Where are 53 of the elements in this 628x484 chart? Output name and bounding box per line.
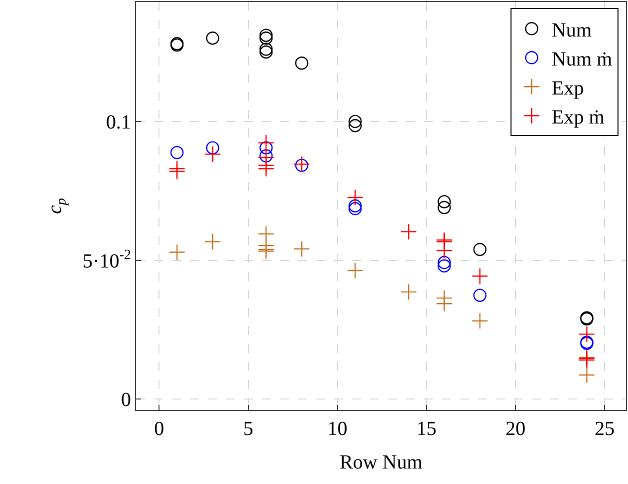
point [346, 262, 364, 279]
x-tick-label: 5 [243, 418, 254, 440]
point [259, 149, 273, 162]
point [472, 312, 488, 330]
point [400, 223, 417, 240]
point [473, 242, 486, 256]
x-tick-label: 0 [154, 418, 164, 440]
x-tick-label: 10 [327, 418, 348, 440]
legend-label: Exp [552, 77, 584, 100]
point [578, 326, 596, 342]
point [204, 146, 221, 162]
point [259, 141, 273, 154]
point [168, 163, 186, 180]
legend-label: Num [552, 19, 592, 42]
point [438, 200, 451, 214]
x-tick-label: 20 [506, 418, 526, 440]
y-tick-label: 0.1 [106, 111, 131, 134]
y-tick-label: 0 [121, 389, 131, 412]
point [259, 32, 273, 45]
y-tick-label: 5·10$^{-2}$ [82, 248, 131, 272]
point [472, 268, 488, 284]
point [258, 134, 274, 152]
legend-label: Num ṁ [552, 48, 613, 70]
point [295, 158, 308, 172]
point [436, 295, 453, 312]
point [346, 189, 364, 206]
point [259, 45, 273, 59]
point [295, 56, 308, 70]
x-axis-title: Row Num [340, 452, 423, 474]
point [293, 156, 310, 172]
point [348, 114, 362, 128]
point [168, 244, 186, 261]
point [438, 195, 451, 208]
legend-label: Exp ṁ [552, 106, 605, 128]
point [204, 233, 221, 250]
point [259, 28, 273, 42]
point [348, 202, 362, 216]
point [348, 118, 362, 132]
point [348, 199, 362, 212]
point [206, 32, 220, 45]
point [438, 256, 451, 270]
point [436, 242, 453, 259]
point [578, 366, 596, 384]
point [438, 259, 451, 272]
point [400, 284, 417, 300]
point [473, 288, 486, 302]
x-tick-label: 25 [594, 418, 615, 440]
x-tick-label: 15 [416, 418, 436, 440]
point [258, 160, 274, 177]
point [206, 141, 220, 154]
point [170, 146, 184, 160]
point [293, 240, 310, 258]
point [259, 42, 273, 56]
